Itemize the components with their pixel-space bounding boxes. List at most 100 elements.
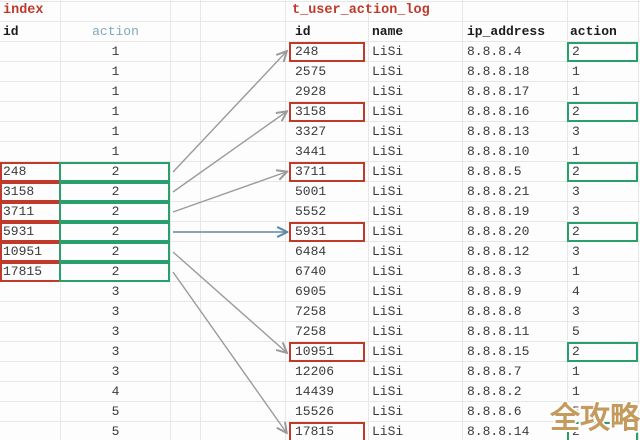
highlight-box-red: [289, 222, 365, 242]
highlight-box-green: [59, 202, 170, 222]
log-id-cell: 7258: [295, 304, 327, 319]
index-action-cell: 1: [111, 44, 120, 59]
log-name-cell: LiSi: [372, 84, 404, 99]
index-action-cell: 2: [111, 164, 120, 179]
log-id-cell: 5552: [295, 204, 327, 219]
highlight-box-red: [289, 42, 365, 62]
index-id-cell: 3711: [3, 204, 35, 219]
highlight-box-green: [567, 42, 638, 62]
highlight-box-green: [59, 262, 170, 282]
log-ip-cell: 8.8.8.19: [467, 204, 530, 219]
log-row: 7258 LiSi 8.8.8.8 3: [0, 302, 640, 322]
index-action-cell: 3: [111, 344, 120, 359]
index-id-cell: 3158: [3, 184, 35, 199]
log-id-cell: 7258: [295, 324, 327, 339]
highlight-box-green: [567, 342, 638, 362]
highlight-box-red: [289, 422, 365, 440]
log-ip-cell: 8.8.8.18: [467, 64, 530, 79]
log-ip-cell: 8.8.8.20: [467, 224, 530, 239]
log-ip-cell: 8.8.8.4: [467, 44, 522, 59]
log-row: 14439 LiSi 8.8.8.2 1: [0, 382, 640, 402]
log-action-cell: 2: [572, 424, 580, 439]
index-id-cell: 10951: [3, 244, 43, 259]
highlight-box-red: [289, 102, 365, 122]
log-action-cell: 1: [572, 84, 580, 99]
index-row: 1: [0, 42, 640, 62]
log-name-cell: LiSi: [372, 104, 404, 119]
index-row: 3: [0, 342, 640, 362]
index-row: 3158 2: [0, 182, 640, 202]
log-action-cell: 2: [572, 44, 580, 59]
log-name-cell: LiSi: [372, 364, 404, 379]
log-name-cell: LiSi: [372, 264, 404, 279]
log-ip-cell: 8.8.8.16: [467, 104, 530, 119]
index-action-cell: 3: [111, 364, 120, 379]
index-row: 1: [0, 62, 640, 82]
gridline-vertical: [285, 0, 286, 440]
log-action-cell: 5: [572, 404, 580, 419]
log-row: 3158 LiSi 8.8.8.16 2: [0, 102, 640, 122]
gridline-vertical: [368, 0, 369, 440]
log-ip-cell: 8.8.8.3: [467, 264, 522, 279]
log-ip-cell: 8.8.8.8: [467, 304, 522, 319]
gridline-vertical: [567, 0, 568, 440]
log-name-cell: LiSi: [372, 164, 404, 179]
log-action-cell: 1: [572, 64, 580, 79]
log-action-cell: 2: [572, 164, 580, 179]
log-row: 15526 LiSi 8.8.8.6 5: [0, 402, 640, 422]
highlight-box-green: [59, 222, 170, 242]
index-row: 3: [0, 362, 640, 382]
log-row: 5552 LiSi 8.8.8.19 3: [0, 202, 640, 222]
index-action-cell: 5: [111, 404, 120, 419]
highlight-box-green: [59, 162, 170, 182]
log-ip-cell: 8.8.8.2: [467, 384, 522, 399]
log-ip-cell: 8.8.8.9: [467, 284, 522, 299]
log-id-cell: 17815: [295, 424, 335, 439]
index-action-cell: 3: [111, 304, 120, 319]
gridline-vertical: [200, 0, 201, 440]
index-row: 5: [0, 402, 640, 422]
index-action-cell: 3: [111, 284, 120, 299]
log-row: 248 LiSi 8.8.8.4 2: [0, 42, 640, 62]
log-action-cell: 3: [572, 184, 580, 199]
index-action-cell: 5: [111, 424, 120, 439]
log-row: 3441 LiSi 8.8.8.10 1: [0, 142, 640, 162]
log-name-cell: LiSi: [372, 384, 404, 399]
index-row: 3: [0, 282, 640, 302]
gridline-vertical: [638, 0, 639, 440]
right-table-title: t_user_action_log: [292, 3, 430, 18]
log-row: 2575 LiSi 8.8.8.18 1: [0, 62, 640, 82]
index-action-cell: 2: [111, 264, 120, 279]
log-id-cell: 2575: [295, 64, 327, 79]
right-header-action: action: [570, 24, 617, 39]
left-header-id: id: [3, 24, 19, 39]
log-id-cell: 15526: [295, 404, 335, 419]
left-table-title: index: [3, 3, 44, 18]
log-id-cell: 248: [295, 44, 319, 59]
gridline-vertical: [170, 0, 171, 440]
highlight-box-green: [59, 242, 170, 262]
highlight-box-red: [289, 162, 365, 182]
left-header-action: action: [92, 24, 139, 39]
index-row: 3: [0, 322, 640, 342]
log-name-cell: LiSi: [372, 284, 404, 299]
index-row: 1: [0, 82, 640, 102]
index-action-cell: 1: [111, 84, 120, 99]
gridline-vertical: [462, 0, 463, 440]
index-action-cell: 2: [111, 204, 120, 219]
log-id-cell: 12206: [295, 364, 335, 379]
log-action-cell: 1: [572, 264, 580, 279]
log-id-cell: 3711: [295, 164, 327, 179]
index-row: 248 2: [0, 162, 640, 182]
highlight-box-green: [567, 222, 638, 242]
log-name-cell: LiSi: [372, 64, 404, 79]
index-id-cell: 5931: [3, 224, 35, 239]
index-action-cell: 2: [111, 224, 120, 239]
log-name-cell: LiSi: [372, 44, 404, 59]
log-ip-cell: 8.8.8.13: [467, 124, 530, 139]
log-ip-cell: 8.8.8.7: [467, 364, 522, 379]
index-row: 3: [0, 302, 640, 322]
log-name-cell: LiSi: [372, 304, 404, 319]
log-ip-cell: 8.8.8.6: [467, 404, 522, 419]
log-action-cell: 1: [572, 144, 580, 159]
